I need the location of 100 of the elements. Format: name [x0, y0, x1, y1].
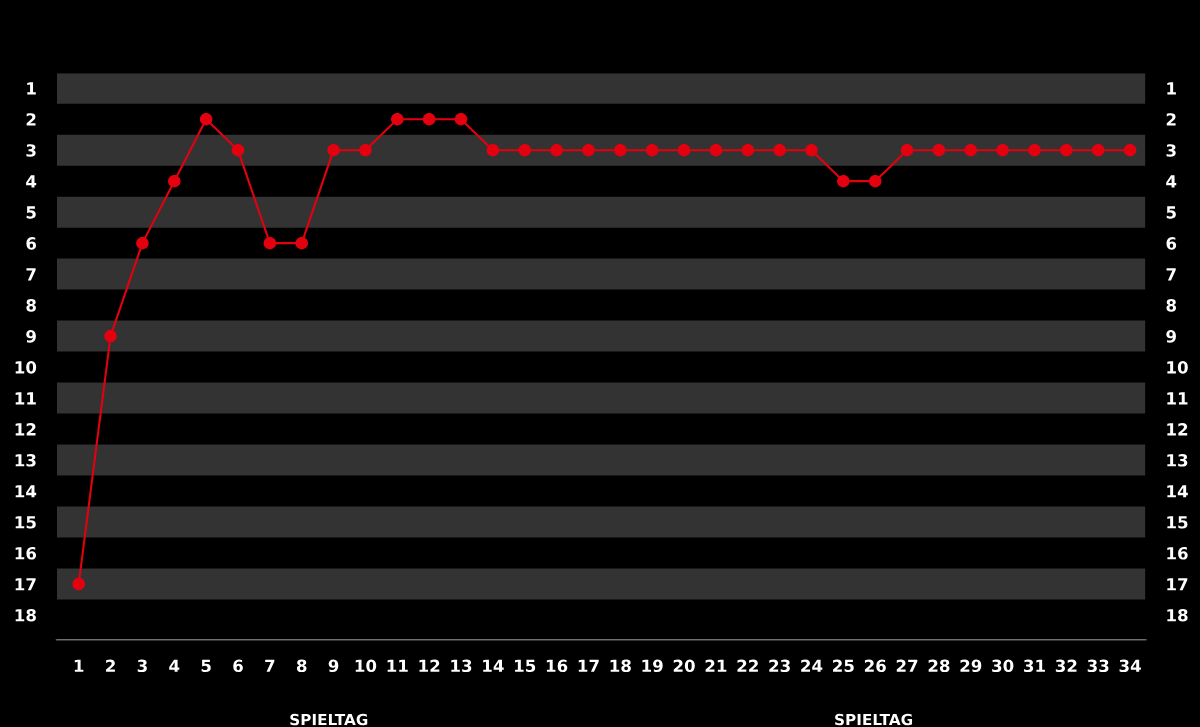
y2-tick-label: 16 [1167, 546, 1188, 560]
y-tick-label: 18 [15, 608, 36, 622]
x-tick-label: 33 [1087, 659, 1109, 673]
point [359, 143, 372, 157]
x-tick-label: 11 [387, 659, 408, 672]
x-tick-label: 14 [483, 659, 504, 672]
text: SPIELTAG [835, 713, 913, 726]
y2-tick-label: 13 [1167, 454, 1188, 467]
point [964, 143, 978, 157]
point [805, 143, 818, 157]
x-tick-label: 5 [201, 659, 211, 673]
y-tick-label: 11 [15, 392, 36, 405]
point [996, 143, 1009, 157]
x-tick-label: 28 [928, 659, 950, 673]
x-tick-label: 17 [578, 659, 599, 672]
y-tick-label: 15 [15, 516, 36, 529]
y-tick-label: 8 [26, 299, 36, 312]
x-tick-label: 29 [960, 659, 982, 673]
point [645, 143, 659, 157]
y2-tick-label: 17 [1167, 578, 1188, 591]
y2-tick-label: 7 [1166, 268, 1176, 281]
point [1091, 143, 1105, 157]
y2-tick-label: 11 [1167, 392, 1188, 405]
y-tick-label: 4 [26, 175, 37, 188]
point [932, 143, 946, 157]
point [422, 112, 436, 126]
x-tick-label: 13 [451, 659, 472, 673]
x-tick-label: 1 [74, 659, 84, 672]
y-tick-label: 10 [15, 361, 37, 374]
x-tick-label: 8 [296, 659, 307, 673]
point [773, 143, 786, 157]
y-tick-label: 16 [15, 546, 37, 560]
point [168, 174, 181, 188]
x-axis-title: SPIELTAG [290, 713, 368, 726]
y2-tick-label: 10 [1167, 361, 1188, 374]
point [231, 143, 245, 157]
x-tick-label: 21 [705, 659, 727, 672]
y2-tick-label: 3 [1166, 144, 1176, 157]
x-tick-label: 12 [419, 659, 440, 672]
x-tick-label: 7 [265, 659, 275, 672]
y2-tick-label: 6 [1166, 237, 1177, 250]
point [1028, 143, 1041, 157]
x-tick-label: 23 [769, 659, 790, 673]
y-tick-label: 2 [26, 113, 36, 126]
x-tick-label: 20 [673, 659, 695, 673]
point [327, 143, 340, 157]
point [295, 236, 308, 250]
point [677, 143, 691, 157]
x-tick-label: 4 [169, 659, 180, 672]
x-tick-label: 27 [896, 659, 918, 672]
x-tick-label: 31 [1024, 659, 1045, 673]
y-tick-label: 5 [26, 206, 36, 219]
point [1123, 143, 1137, 157]
x-tick-label: 9 [328, 659, 339, 673]
x-tick-label: 19 [642, 659, 663, 673]
y-tick-label: 12 [15, 423, 36, 436]
x-tick-label: 22 [737, 659, 758, 672]
point [486, 143, 500, 157]
point [1060, 143, 1073, 157]
y2-tick-label: 12 [1167, 423, 1188, 436]
y2-tick-label: 5 [1166, 206, 1176, 219]
x-tick-label: 16 [546, 659, 568, 673]
point [614, 143, 627, 157]
point [199, 112, 213, 126]
x-tick-label: 15 [515, 659, 536, 673]
point [518, 143, 531, 157]
y2-tick-label: 1 [1167, 82, 1176, 95]
x-tick-label: 6 [233, 659, 243, 673]
x-tick-label: 24 [801, 659, 823, 672]
y2-tick-label: 18 [1167, 608, 1188, 622]
x-tick-label: 25 [833, 659, 854, 673]
x-tick-label: 34 [1119, 659, 1141, 673]
point [263, 236, 277, 250]
point [454, 112, 468, 126]
point [837, 174, 850, 188]
point [391, 112, 404, 126]
y2-tick-label: 14 [1167, 485, 1188, 498]
x-tick-label: 30 [992, 659, 1014, 673]
x-tick-label: 10 [355, 659, 377, 673]
point [709, 143, 723, 157]
point [741, 143, 754, 157]
x-tick-label: 2 [106, 659, 115, 672]
x-tick-label: 3 [137, 659, 147, 673]
y-tick-label: 14 [15, 485, 37, 498]
point [582, 143, 595, 157]
y-tick-label: 17 [15, 578, 36, 591]
y2-tick-label: 2 [1166, 113, 1176, 126]
point [900, 143, 914, 157]
x-tick-label: 32 [1055, 659, 1077, 673]
y-tick-label: 1 [27, 82, 36, 95]
y2-tick-label: 15 [1167, 516, 1188, 529]
y-tick-label: 13 [15, 454, 36, 467]
y-tick-label: 9 [26, 330, 36, 343]
y2-tick-label: 8 [1166, 299, 1177, 312]
y-tick-label: 7 [26, 268, 36, 281]
y2-tick-label: 4 [1166, 175, 1177, 188]
x-tick-label: 26 [864, 659, 886, 673]
point [136, 236, 149, 250]
point [104, 329, 117, 343]
x-tick-label: 18 [610, 659, 631, 673]
